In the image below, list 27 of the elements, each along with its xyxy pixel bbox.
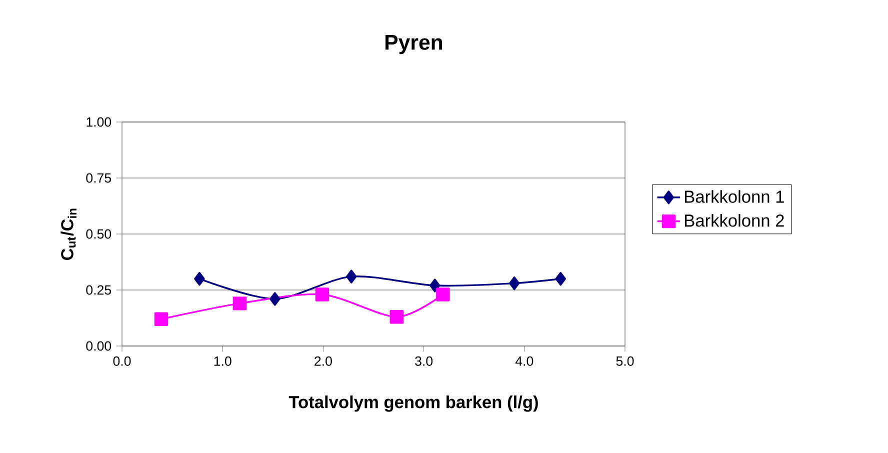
x-tick-label: 0.0 (113, 356, 131, 366)
x-tick-label: 1.0 (214, 356, 232, 366)
point (346, 270, 357, 284)
x-tick-label: 3.0 (415, 356, 433, 366)
point (508, 276, 520, 290)
y-tick-label: 1.00 (86, 117, 112, 127)
x-axis-title: Totalvolym genom barken (l/g) (288, 396, 538, 412)
x-tick-label: 2.0 (314, 356, 332, 366)
x-tick-label: 4.0 (515, 356, 534, 366)
point (194, 272, 205, 286)
x-tick-label: 5.0 (616, 356, 634, 366)
point (555, 272, 566, 286)
point (436, 288, 450, 302)
y-tick-label: 0.00 (86, 341, 112, 351)
y-axis-title: C$_{ut}$/C$_{in}$ (60, 208, 76, 260)
y-tick-label: 0.50 (86, 229, 112, 239)
point (315, 288, 330, 302)
y-tick-label: 0.25 (86, 285, 112, 295)
legend-label: Barkkolonn 1 (685, 190, 784, 203)
point (390, 310, 404, 324)
point (232, 296, 247, 310)
point (154, 312, 168, 326)
legend-label: Barkkolonn 2 (685, 214, 784, 227)
point (270, 292, 280, 306)
y-tick-label: 0.75 (86, 173, 112, 183)
chart-title: Pyren (386, 35, 442, 54)
point (429, 278, 440, 292)
